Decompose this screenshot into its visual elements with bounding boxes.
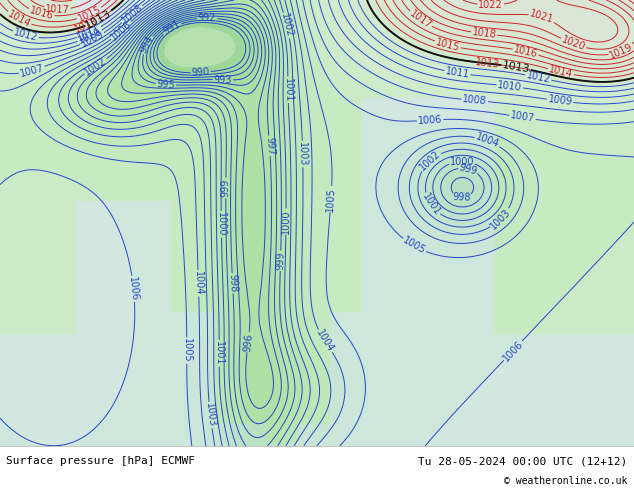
- Text: 1012: 1012: [12, 27, 39, 43]
- Text: 1019: 1019: [608, 42, 634, 61]
- Text: 1015: 1015: [434, 37, 461, 53]
- Text: 1020: 1020: [560, 35, 586, 53]
- Text: 1005: 1005: [401, 236, 427, 256]
- Text: 1009: 1009: [79, 29, 106, 49]
- Text: 997: 997: [264, 136, 275, 155]
- Text: 1016: 1016: [513, 44, 539, 59]
- Text: 999: 999: [275, 251, 286, 270]
- Text: 993: 993: [214, 74, 232, 85]
- Text: 1004: 1004: [314, 328, 335, 354]
- Text: 995: 995: [156, 79, 176, 91]
- Text: 1006: 1006: [501, 338, 525, 363]
- Text: 1001: 1001: [214, 341, 224, 366]
- Text: 1014: 1014: [548, 64, 574, 79]
- Text: 1018: 1018: [472, 27, 497, 40]
- Text: 1005: 1005: [325, 187, 337, 212]
- Text: 994: 994: [138, 34, 156, 55]
- Text: 1009: 1009: [547, 95, 573, 107]
- Text: 1004: 1004: [193, 271, 204, 295]
- Text: 1013: 1013: [475, 57, 500, 70]
- Text: 1003: 1003: [488, 206, 513, 231]
- Text: 992: 992: [198, 13, 216, 24]
- Text: Tu 28-05-2024 00:00 UTC (12+12): Tu 28-05-2024 00:00 UTC (12+12): [418, 456, 628, 466]
- Text: 1011: 1011: [444, 66, 470, 80]
- Text: 999: 999: [458, 162, 479, 176]
- Text: 1003: 1003: [297, 142, 308, 167]
- Text: Surface pressure [hPa] ECMWF: Surface pressure [hPa] ECMWF: [6, 456, 195, 466]
- Text: 1013: 1013: [84, 8, 113, 30]
- Text: 999: 999: [221, 179, 231, 197]
- Text: 1022: 1022: [478, 0, 503, 10]
- Text: 1008: 1008: [119, 2, 145, 25]
- Text: 1010: 1010: [497, 80, 522, 93]
- Text: 1000: 1000: [281, 209, 291, 234]
- Text: 1006: 1006: [418, 114, 443, 126]
- Text: 1016: 1016: [29, 5, 55, 22]
- Text: 990: 990: [191, 67, 210, 78]
- Text: 1006: 1006: [108, 19, 134, 42]
- Text: 998: 998: [227, 274, 238, 293]
- Text: 991: 991: [162, 19, 183, 37]
- Text: 1001: 1001: [420, 192, 442, 218]
- Text: 1010: 1010: [77, 27, 103, 46]
- Text: 1015: 1015: [76, 4, 103, 24]
- Text: 1000: 1000: [450, 156, 474, 167]
- Text: 1006: 1006: [127, 276, 139, 301]
- Text: © weatheronline.co.uk: © weatheronline.co.uk: [504, 476, 628, 486]
- Text: 1002: 1002: [279, 12, 294, 39]
- Text: 1000: 1000: [216, 212, 226, 237]
- Text: 1005: 1005: [182, 338, 192, 363]
- Text: 998: 998: [453, 192, 471, 203]
- Text: 996: 996: [242, 332, 254, 352]
- Text: 1002: 1002: [418, 149, 443, 173]
- Text: 1011: 1011: [76, 23, 103, 42]
- Text: 1013: 1013: [501, 60, 531, 74]
- Text: 1014: 1014: [6, 9, 32, 29]
- Text: 1008: 1008: [462, 94, 488, 107]
- Text: 1007: 1007: [510, 111, 536, 124]
- Text: 1013: 1013: [74, 16, 100, 34]
- Text: 1012: 1012: [526, 70, 552, 85]
- Text: 1003: 1003: [204, 402, 217, 428]
- Text: 1017: 1017: [408, 8, 433, 31]
- Text: 1002: 1002: [82, 55, 108, 77]
- Text: 1001: 1001: [283, 77, 293, 102]
- Text: 1004: 1004: [474, 132, 501, 150]
- Text: 1021: 1021: [528, 8, 555, 25]
- Text: 1017: 1017: [45, 3, 70, 15]
- Text: 1007: 1007: [18, 63, 45, 78]
